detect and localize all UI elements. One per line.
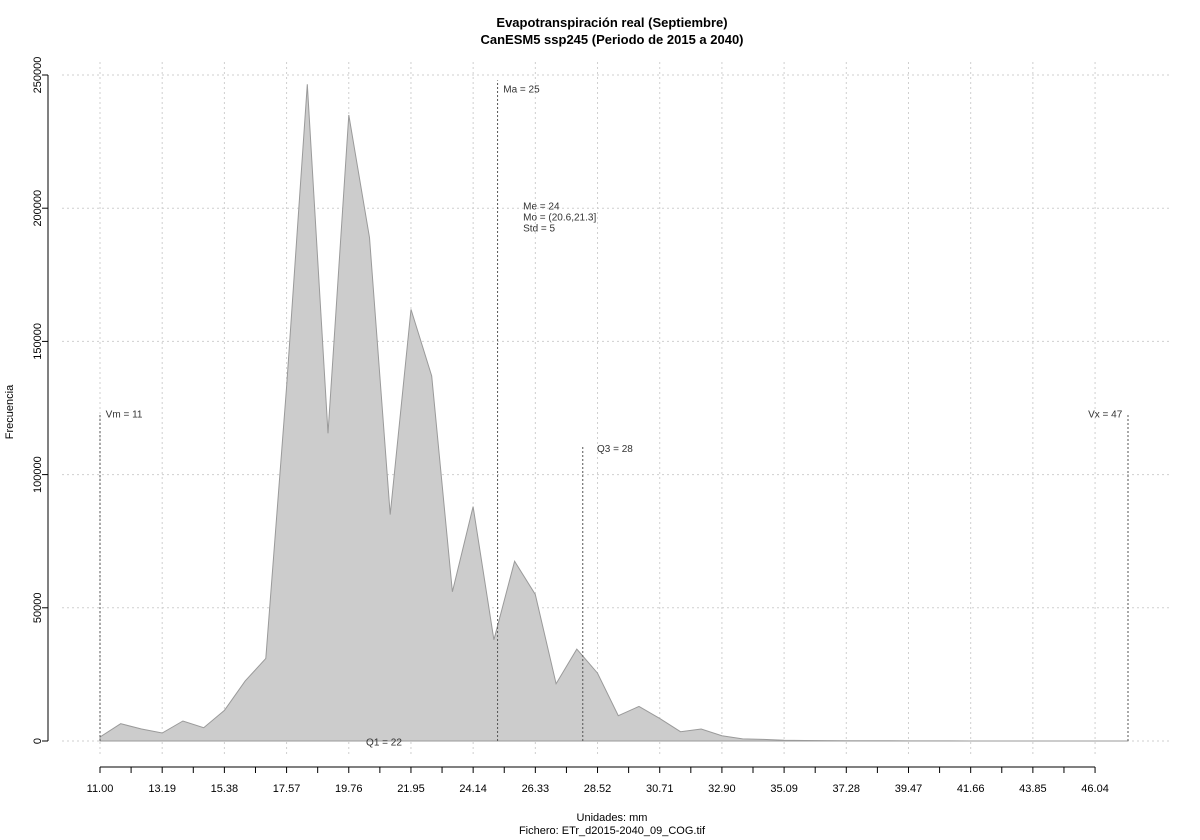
x-tick-label: 39.47: [895, 783, 923, 795]
y-tick-label: 150000: [32, 323, 44, 360]
y-tick-label: 100000: [32, 456, 44, 493]
file-caption: Fichero: ETr_d2015-2040_09_COG.tif: [519, 825, 706, 837]
x-tick-label: 26.33: [522, 783, 550, 795]
reference-line-label: Q1 = 22: [366, 738, 402, 749]
x-tick-label: 41.66: [957, 783, 985, 795]
y-tick-label: 0: [32, 738, 44, 744]
chart-subtitle: CanESM5 ssp245 (Periodo de 2015 a 2040): [480, 32, 743, 47]
chart-title: Evapotranspiración real (Septiembre): [496, 15, 727, 30]
frequency-area-path: [99, 84, 1128, 742]
x-tick-label: 32.90: [708, 783, 736, 795]
stats-text: Mo = (20.6,21.3]: [523, 213, 596, 224]
x-tick-label: 30.71: [646, 783, 674, 795]
annotations: Vm = 11 Ma = 25 Q1 = 22 Q3 = 28 Vx = 47 Me = …: [106, 84, 1123, 748]
x-tick-label: 37.28: [833, 783, 861, 795]
x-axis-label: Unidades: mm: [577, 812, 648, 824]
x-tick-label: 35.09: [770, 783, 798, 795]
stats-text: Me = 24: [523, 202, 560, 213]
reference-lines: [99, 80, 1129, 741]
x-tick-label: 19.76: [335, 783, 363, 795]
stats-text: Std = 5: [523, 224, 555, 235]
reference-line-label: Vx = 47: [1088, 409, 1123, 420]
axes: 0 50000 100000 150000 200000 250000 11.00 13.19…: [32, 57, 1109, 795]
frequency-area: [99, 84, 1128, 742]
x-tick-label: 11.00: [87, 783, 114, 795]
x-tick-label: 24.14: [459, 783, 487, 795]
x-tick-label: 13.19: [148, 783, 176, 795]
grid: [62, 62, 1170, 755]
y-tick-label: 50000: [32, 593, 44, 624]
x-tick-label: 46.04: [1081, 783, 1109, 795]
x-tick-label: 28.52: [584, 783, 612, 795]
x-tick-label: 43.85: [1019, 783, 1047, 795]
y-axis-label: Frecuencia: [4, 384, 16, 439]
reference-line-label: Vm = 11: [106, 409, 143, 420]
y-tick-label: 200000: [32, 190, 44, 227]
x-tick-label: 21.95: [397, 783, 425, 795]
y-tick-label: 250000: [32, 57, 44, 94]
x-tick-label: 15.38: [211, 783, 239, 795]
reference-line-label: Q3 = 28: [597, 444, 633, 455]
reference-line-label: Ma = 25: [503, 84, 540, 95]
x-tick-label: 17.57: [273, 783, 301, 795]
